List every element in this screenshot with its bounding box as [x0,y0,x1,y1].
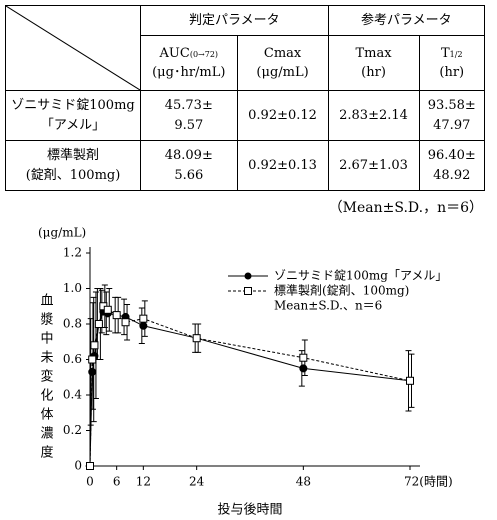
y-tick-label: 0.2 [63,423,82,437]
diagonal-cell [5,5,141,91]
column-header: T1/2 (hr) [418,35,486,91]
y-label: 血漿中未変化体濃度 [38,293,54,464]
legend-marker [244,287,252,295]
point [139,321,148,330]
column-header: Tmax (hr) [327,35,420,91]
row-header: 標準製剤 (錠剤、100mg) [5,140,141,191]
row-header: ゾニサミド錠100mg 「アメル」 [5,90,141,141]
column-name-main: AUC [159,45,190,61]
column-header: AUC(0→72) (μg･hr/mL) [140,35,238,91]
legend-label: 標準製剤(錠剤、100mg) [274,283,409,298]
cell: 0.92±0.13 [236,140,329,191]
cell: 45.73± 9.57 [140,90,238,141]
legend-marker [244,272,252,280]
y-tick-label: 0.6 [63,352,82,366]
column-unit: (hr) [361,65,386,80]
table-row: ゾニサミド錠100mg 「アメル」 45.73± 9.57 0.92±0.12 2.8… [5,90,486,141]
point [88,355,97,364]
y-tick-label: 0 [74,459,82,473]
y-unit: (μg/mL) [38,226,86,240]
point [86,462,94,470]
column-name-main: T [440,45,450,61]
point [90,341,99,350]
series-line [89,310,411,467]
column-unit: (hr) [439,65,465,80]
legend-label: ゾニサミド錠100mg「アメル」 [274,268,447,283]
point [94,320,103,328]
x-tick-label: 0 [86,475,94,489]
note: （Mean±S.D.，n＝6） [328,200,483,216]
group-header: 判定パラメータ [140,5,329,36]
point [406,376,414,385]
x-tick-label: 12 [136,475,151,489]
column-name: T1/2 [422,44,482,64]
cell: 93.58± 47.97 [418,90,486,141]
x-tick-label: 24 [189,475,205,489]
cell: 2.83±2.14 [327,90,420,141]
x-tick-label: 72(時間) [404,475,453,489]
series-line [89,305,411,467]
column-unit: (μg･hr/mL) [152,65,226,80]
x-label: 投与後時間 [217,502,282,518]
point [103,305,112,314]
column-name-main: Tmax [355,45,392,61]
point [112,311,121,320]
diagonal [6,6,140,90]
point [121,318,130,327]
y-tick-label: 0.4 [63,388,82,402]
y-tick-label: 0.8 [63,317,82,331]
column-name: AUC(0→72) [143,44,235,64]
cell: 48.09± 5.66 [140,140,238,191]
column-unit: (μg/mL) [256,65,309,80]
x-tick-label: 6 [113,475,121,489]
column-name: Cmax [240,44,326,64]
cell: 96.40± 48.92 [418,140,486,191]
pk-table: 判定パラメータ 参考パラメータ AUC(0→72) (μg･hr/mL) Cmax(… [5,5,486,191]
y-tick-label: 1.0 [63,281,82,295]
column-name-sub: 1/2 [449,49,463,59]
column-header: Cmax (μg/mL) [236,35,329,91]
cell: 2.67±1.03 [327,140,420,191]
point [299,353,308,362]
column-name-main: Cmax [263,45,302,61]
column-name: Tmax [331,44,417,64]
table-row: 標準製剤 (錠剤、100mg) 48.09± 5.66 0.92±0.13 2.67±… [5,140,486,191]
group-header: 参考パラメータ [327,5,486,36]
cell: 0.92±0.12 [236,90,329,141]
point [139,314,148,323]
x-tick-label: 48 [296,475,311,489]
column-name-sub: (0→72) [189,49,219,59]
y-tick-label: 1.2 [63,246,82,260]
point [192,334,201,343]
legend-note: Mean±S.D.、n＝6 [274,299,382,313]
point [299,364,308,373]
